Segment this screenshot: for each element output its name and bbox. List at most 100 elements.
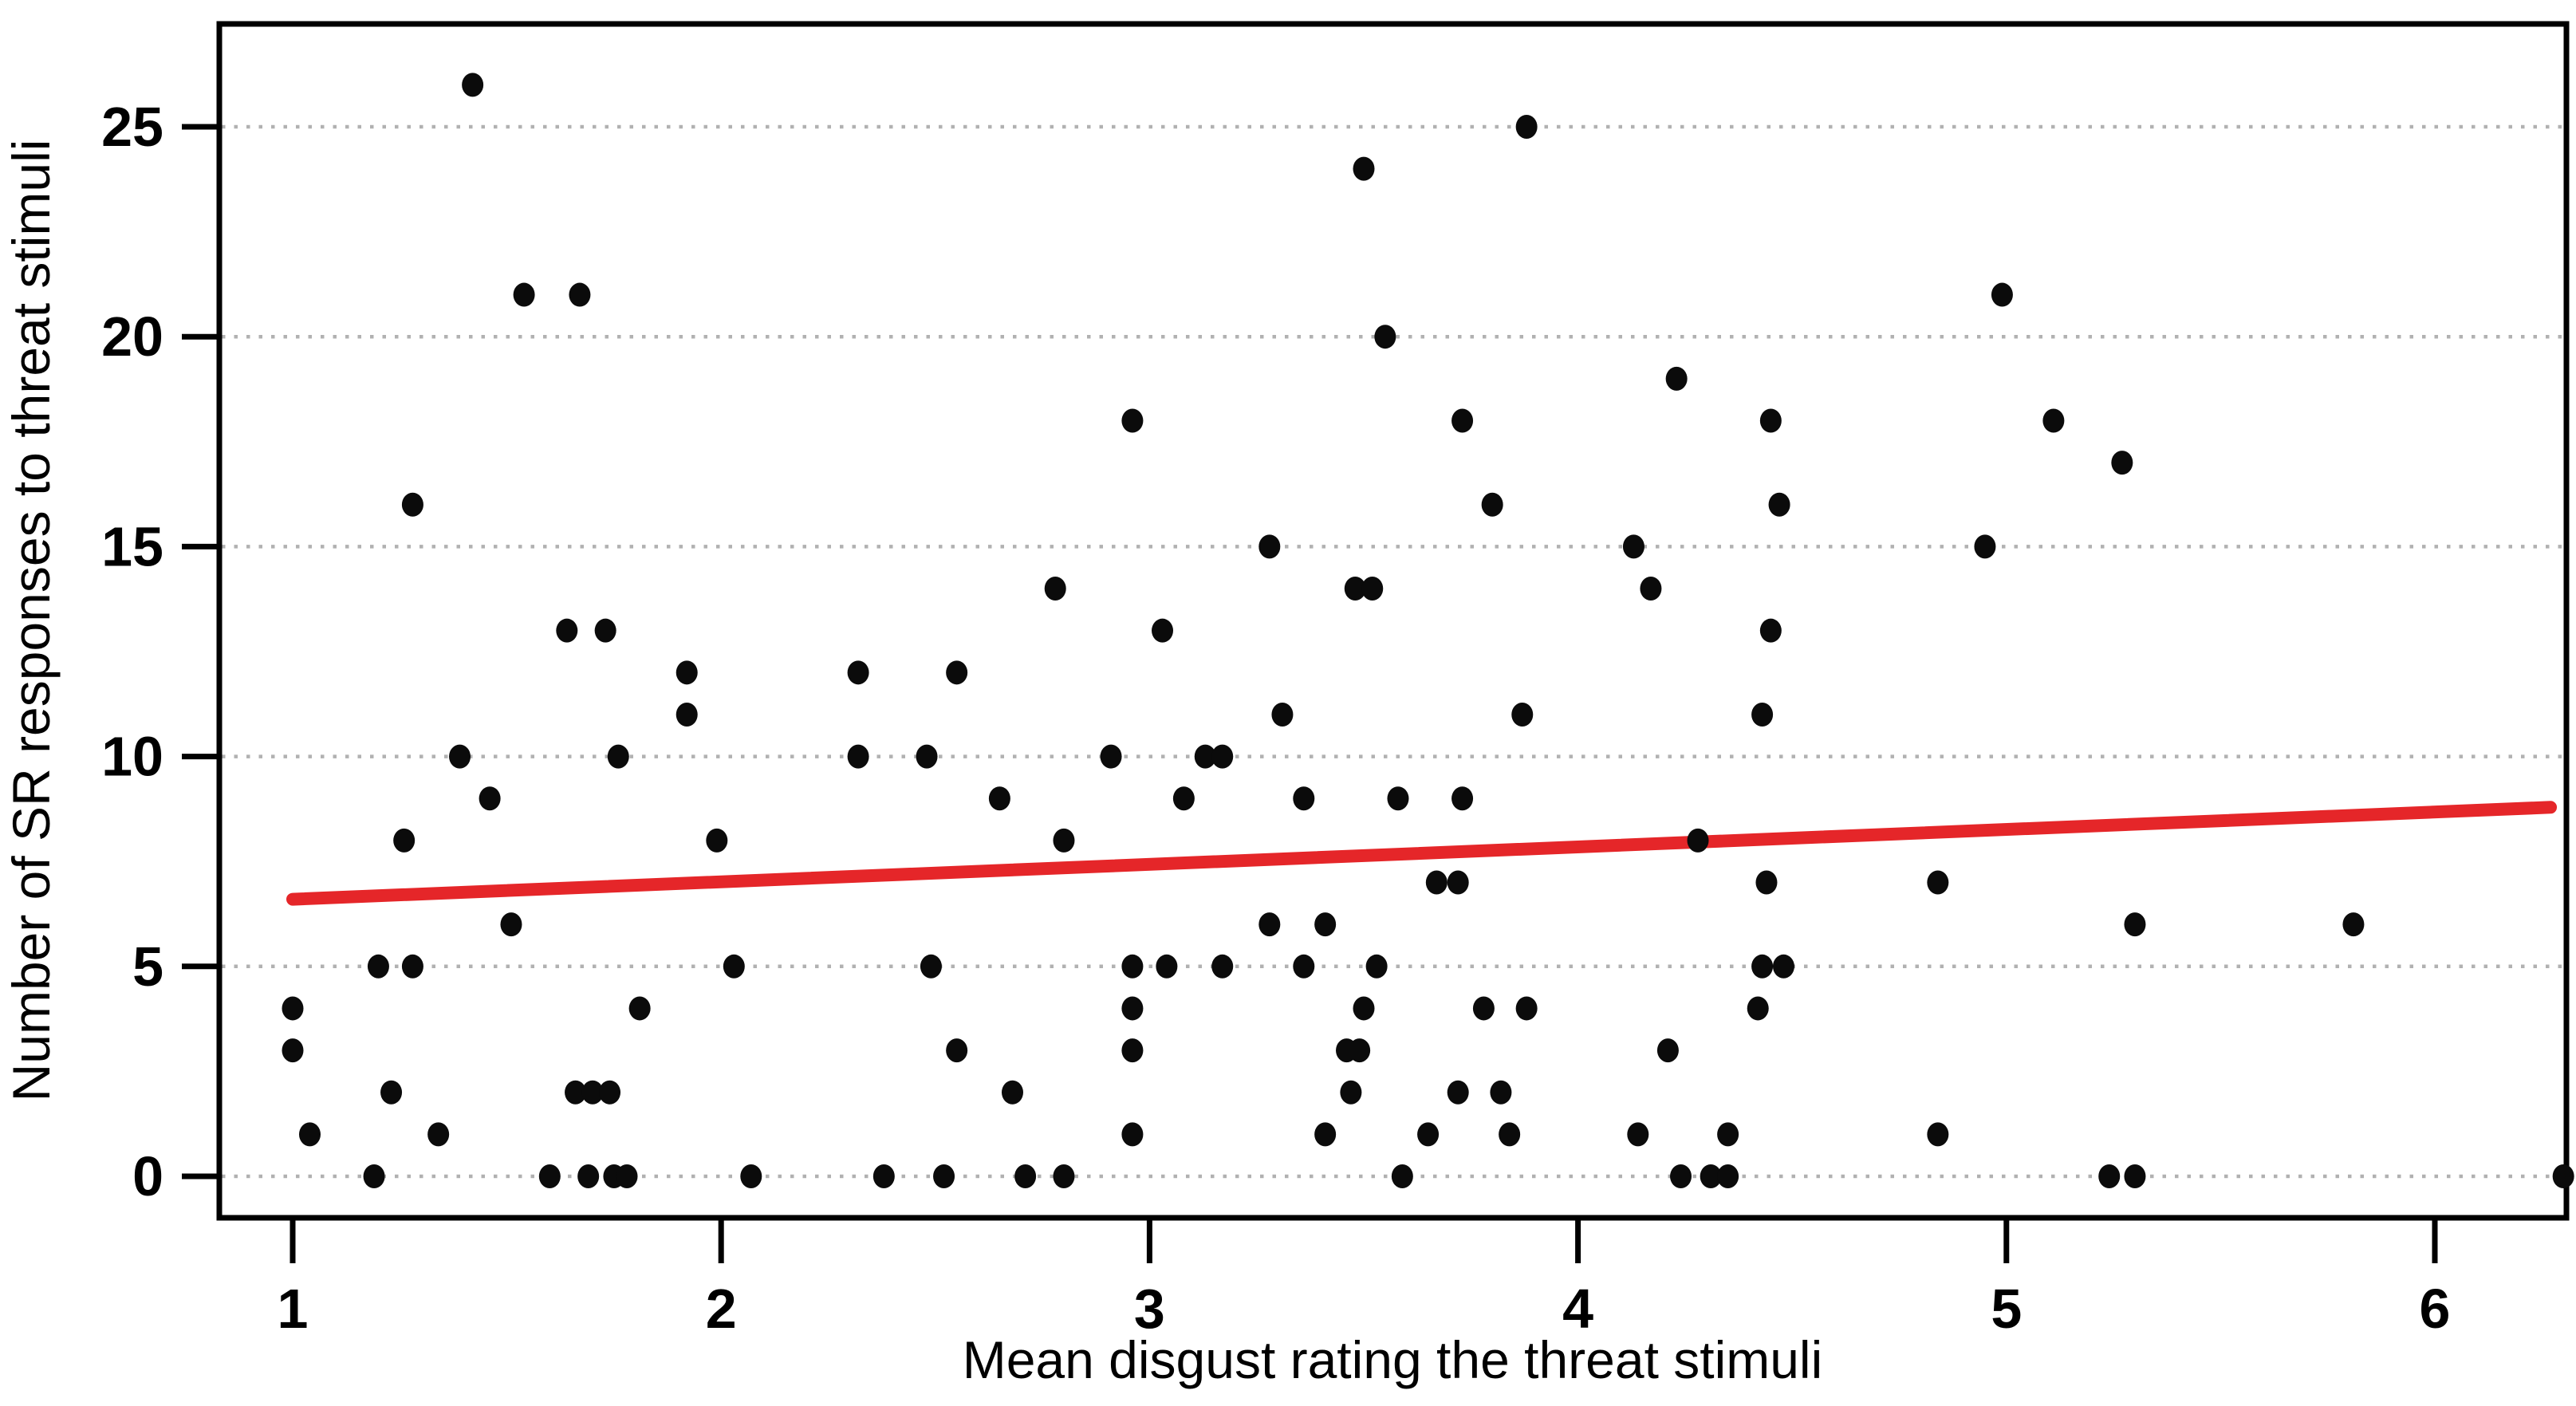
data-point: [1747, 996, 1769, 1021]
data-point: [1044, 577, 1066, 601]
data-point: [401, 954, 423, 979]
data-point: [946, 1038, 968, 1063]
data-point: [1001, 1080, 1023, 1105]
data-point: [513, 282, 535, 307]
data-point: [479, 786, 501, 811]
data-point: [581, 1080, 604, 1105]
data-point: [1349, 1038, 1371, 1063]
data-point: [1991, 282, 2013, 307]
data-point: [1656, 1038, 1679, 1063]
data-point: [1717, 1122, 1739, 1147]
data-point: [1100, 744, 1122, 769]
data-point: [1211, 954, 1234, 979]
data-point: [1361, 577, 1384, 601]
data-point: [1258, 912, 1281, 937]
data-point: [706, 828, 728, 853]
axis-ticks: [182, 124, 2438, 1263]
data-point: [1053, 828, 1075, 853]
data-point: [1451, 408, 1474, 433]
data-point: [1314, 1122, 1337, 1147]
data-point: [1687, 828, 1709, 853]
data-point: [946, 660, 968, 685]
y-tick-label: 0: [132, 1145, 163, 1207]
data-point: [1927, 870, 1949, 895]
data-point: [676, 702, 698, 727]
data-point: [1499, 1122, 1521, 1147]
plot-frame: [216, 21, 2570, 1221]
data-point: [367, 954, 389, 979]
data-point: [1152, 618, 1174, 643]
data-point: [2098, 1164, 2121, 1188]
data-point: [1447, 870, 1469, 895]
data-point: [1717, 1164, 1739, 1188]
data-point: [2124, 1164, 2146, 1188]
data-point: [1293, 786, 1315, 811]
data-point: [1511, 702, 1534, 727]
data-point: [1121, 1038, 1144, 1063]
data-point: [282, 1038, 304, 1063]
data-point: [1365, 954, 1388, 979]
x-axis-title: Mean disgust rating the threat stimuli: [963, 1330, 1823, 1389]
data-point: [1974, 534, 1996, 559]
data-point: [1271, 702, 1294, 727]
data-point: [847, 744, 869, 769]
data-point: [577, 1164, 600, 1188]
data-point: [556, 618, 578, 643]
data-point: [2342, 912, 2365, 937]
data-point: [1447, 1080, 1469, 1105]
data-point: [569, 282, 591, 307]
data-point: [401, 492, 423, 517]
gridlines: [222, 124, 2564, 1179]
y-tick-label: 5: [132, 935, 163, 998]
data-point: [1451, 786, 1474, 811]
data-point: [628, 996, 651, 1021]
trend-line: [286, 801, 2558, 906]
x-tick-label: 4: [1562, 1278, 1593, 1340]
data-point: [2111, 451, 2133, 475]
data-point: [363, 1164, 385, 1188]
data-point: [2124, 912, 2146, 937]
data-point: [1353, 156, 1375, 181]
data-point: [847, 660, 869, 685]
data-point: [723, 954, 745, 979]
data-point: [1121, 408, 1144, 433]
data-point: [607, 744, 629, 769]
y-tick-label: 25: [101, 96, 163, 158]
x-tick-label: 1: [278, 1278, 309, 1340]
data-point: [1927, 1122, 1949, 1147]
data-point: [1374, 325, 1396, 349]
data-point: [1515, 115, 1538, 139]
data-point: [740, 1164, 762, 1188]
data-point: [988, 786, 1010, 811]
data-point: [500, 912, 522, 937]
data-point: [1751, 954, 1774, 979]
y-tick-label: 15: [101, 515, 163, 577]
data-point: [1490, 1080, 1512, 1105]
trend-line-group: [286, 801, 2558, 906]
y-tick-label: 10: [101, 726, 163, 788]
data-point: [1640, 577, 1662, 601]
data-point: [1340, 1080, 1362, 1105]
data-point: [1425, 870, 1448, 895]
data-point: [1121, 1122, 1144, 1147]
data-point: [298, 1122, 321, 1147]
tick-labels: 0 5 10 15 20 25 1 2 3 4 5 6: [101, 96, 2450, 1340]
data-point: [1515, 996, 1538, 1021]
data-point: [1670, 1164, 1692, 1188]
data-point: [1391, 1164, 1413, 1188]
data-point: [1472, 996, 1495, 1021]
data-point: [872, 1164, 895, 1188]
y-axis-title: Number of SR responses to threat stimuli: [2, 140, 61, 1102]
data-point: [1053, 1164, 1075, 1188]
data-point: [427, 1122, 450, 1147]
data-point: [1481, 492, 1503, 517]
data-point: [1665, 366, 1688, 391]
data-point: [1755, 870, 1778, 895]
data-point: [1172, 786, 1195, 811]
data-point: [2552, 1164, 2574, 1188]
data-point: [1194, 744, 1216, 769]
data-point: [1622, 534, 1644, 559]
data-point: [1751, 702, 1774, 727]
data-point: [2042, 408, 2065, 433]
data-point: [933, 1164, 955, 1188]
